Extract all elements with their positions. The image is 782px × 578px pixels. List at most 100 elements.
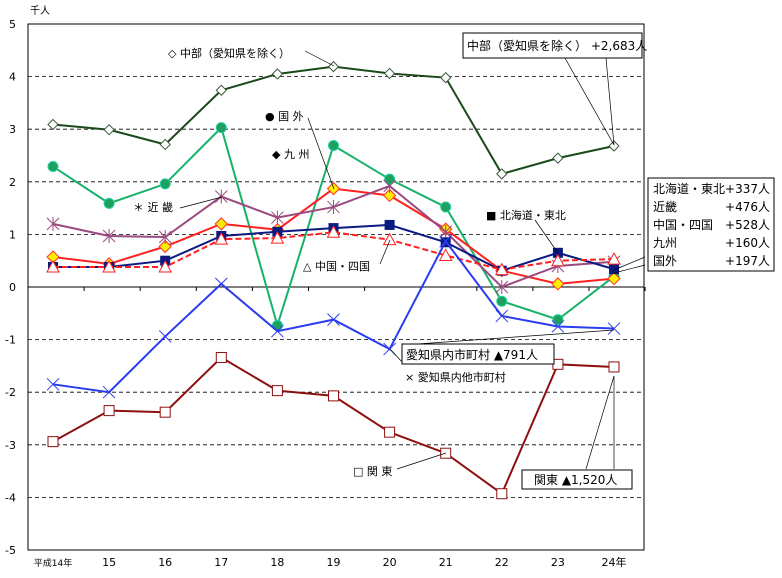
data-point [439, 71, 452, 84]
annotation-label: 近畿 [653, 200, 677, 214]
data-point [214, 277, 228, 291]
annotation-label: 中国・四国 [653, 217, 713, 232]
y-tick-label: 2 [9, 176, 16, 189]
data-point [158, 239, 172, 254]
series-6 [46, 234, 621, 399]
data-point [382, 232, 397, 246]
data-point [47, 118, 59, 131]
data-point [495, 309, 509, 323]
data-point [326, 225, 341, 238]
data-point [103, 405, 115, 417]
annotation-value: +160人 [725, 236, 770, 250]
data-point [158, 259, 173, 273]
data-point [46, 377, 60, 391]
data-point [496, 488, 508, 500]
data-point [159, 138, 171, 151]
y-tick-label: -5 [5, 544, 16, 557]
series-5 [46, 225, 621, 276]
x-tick-label: 22 [495, 556, 509, 569]
y-tick-label: -3 [5, 439, 16, 452]
data-point [327, 313, 340, 326]
y-tick-label: 1 [9, 228, 16, 241]
x-tick-label: 23 [551, 556, 565, 569]
y-tick-label: -2 [5, 386, 16, 399]
data-point [215, 351, 227, 363]
data-point [102, 385, 116, 399]
data-point [496, 295, 508, 307]
x-tick-label: 19 [327, 556, 341, 569]
data-point [495, 280, 509, 294]
data-point [47, 161, 59, 173]
legend-hokkaido: ■ 北海道・東北 [486, 208, 566, 222]
data-point [328, 390, 339, 402]
data-point [327, 60, 340, 73]
data-point [158, 230, 172, 245]
data-point [552, 152, 564, 164]
annotation-value: +337人 [725, 182, 770, 196]
data-point [271, 210, 284, 225]
data-point [552, 314, 564, 326]
x-tick-label: 15 [102, 556, 116, 569]
data-point [609, 264, 619, 275]
data-point [46, 259, 60, 273]
data-point [607, 322, 621, 335]
data-point [103, 197, 115, 209]
legend-aichi: × 愛知県内他市町村 [405, 370, 506, 384]
data-point [382, 188, 397, 203]
data-point [102, 259, 116, 273]
data-point [328, 140, 339, 152]
y-tick-label: 5 [9, 18, 16, 31]
series-3 [46, 179, 621, 294]
data-point [439, 224, 453, 239]
data-point [215, 84, 228, 96]
data-point [496, 168, 508, 180]
y-tick-label: -1 [5, 334, 16, 347]
x-tick-label: 17 [214, 556, 228, 569]
data-point [608, 140, 620, 152]
data-point [607, 271, 621, 286]
data-point [384, 219, 395, 230]
series-line [52, 65, 615, 176]
data-point [271, 385, 283, 397]
data-point [46, 216, 60, 231]
y-tick-label: -4 [5, 491, 16, 504]
annotation-label: 北海道・東北 [653, 181, 725, 196]
annotation-label: 国外 [653, 254, 677, 268]
data-point [551, 253, 565, 267]
x-tick-label: 16 [158, 556, 172, 569]
plot-area-border [27, 23, 645, 551]
legend-kokugai: ● 国 外 [265, 110, 304, 123]
data-point [551, 320, 565, 333]
x-tick-label: 18 [270, 556, 284, 569]
data-point [383, 179, 396, 194]
y-tick-label: 3 [9, 123, 16, 136]
annotation-aichi: 愛知県内市町村 ▲791人 [406, 347, 538, 362]
data-point [214, 217, 229, 231]
annotation-kanto: 関東 ▲1,520人 [534, 473, 617, 487]
data-point [494, 262, 509, 276]
x-tick-label: 20 [383, 556, 397, 569]
series-0 [47, 60, 620, 180]
data-point [383, 67, 396, 80]
legend-chugoku: △ 中国・四国 [303, 260, 370, 273]
legend-kinki: ＊ 近 畿 [133, 200, 173, 214]
legend-kanto: □ 関 東 [353, 465, 392, 478]
x-tick-label: 24年 [602, 555, 627, 569]
data-point [214, 232, 229, 245]
data-point [159, 178, 171, 190]
data-point [159, 406, 171, 418]
data-point [214, 189, 228, 204]
annotation-value: +476人 [725, 200, 770, 214]
data-point [215, 122, 227, 134]
series-line [53, 231, 615, 271]
annotation-chubu: 中部（愛知県を除く） +2,683人 [467, 38, 647, 53]
annotation-value: +197人 [725, 254, 770, 268]
data-point [608, 361, 620, 373]
y-tick-label: 4 [9, 71, 16, 84]
data-point [384, 426, 396, 438]
x-tick-label: 21 [439, 556, 453, 569]
data-point [439, 234, 453, 248]
data-point [271, 68, 284, 80]
data-point [607, 252, 621, 265]
